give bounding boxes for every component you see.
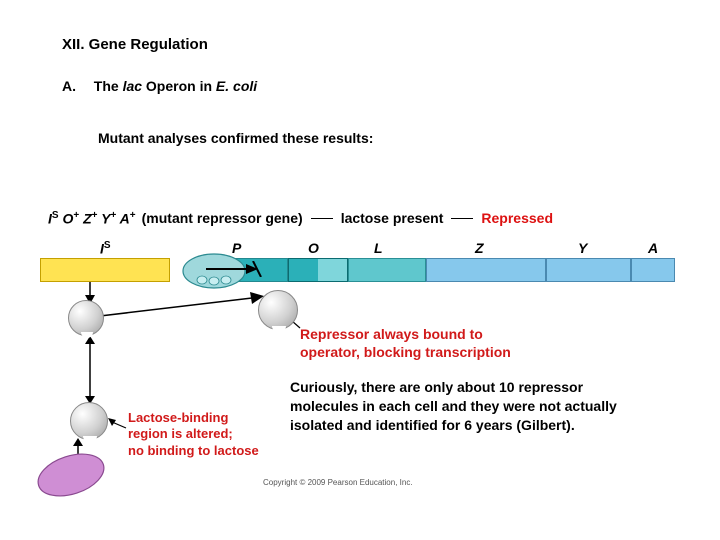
- dash-icon: [311, 218, 333, 220]
- segment-gene-Z: [426, 258, 546, 282]
- inducer-shape: [28, 448, 114, 502]
- arrow-repressor-to-operator: [100, 288, 270, 328]
- gene-label-Y: Y: [578, 240, 587, 256]
- page-title: XII. Gene Regulation: [62, 36, 208, 53]
- genotype-right: Repressed: [481, 210, 553, 226]
- repressor-sphere-1: [258, 290, 298, 330]
- sub-italic-lac: lac: [123, 78, 142, 94]
- sub-letter: A.: [62, 78, 76, 94]
- segment-gene-A: [631, 258, 675, 282]
- callout-b-line1: Lactose-binding: [128, 410, 228, 425]
- dash-icon: [451, 218, 473, 220]
- promoter-arrow: [206, 261, 262, 277]
- gene-label-P: P: [232, 240, 241, 256]
- callout-line1: Repressor always bound to: [300, 326, 483, 342]
- segment-gene-I: [40, 258, 170, 282]
- callout-line2: operator, blocking transcription: [300, 344, 511, 360]
- body-text: Curiously, there are only about 10 repre…: [290, 378, 650, 435]
- gene-label-Z: Z: [475, 240, 484, 256]
- segment-operator-O: [288, 258, 348, 282]
- genotype-symbols: IS O+ Z+ Y+ A+: [48, 210, 136, 227]
- sub-pre: The: [94, 78, 123, 94]
- sub-italic-ecoli: E. coli: [216, 78, 257, 94]
- callout-b-line2: region is altered;: [128, 426, 233, 441]
- callout-b-line3: no binding to lactose: [128, 443, 259, 458]
- genotype-paren: (mutant repressor gene): [142, 210, 303, 226]
- subheading: A. The lac Operon in E. coli: [62, 78, 257, 94]
- callout-repressor-bound: Repressor always bound to operator, bloc…: [300, 326, 511, 361]
- segment-leader-L: [348, 258, 426, 282]
- segment-gene-Y: [546, 258, 631, 282]
- arrow-repressor-cycle: [80, 336, 100, 404]
- repressor-sphere-0: [68, 300, 104, 336]
- gene-label-A: A: [648, 240, 658, 256]
- repressor-sphere-2: [70, 402, 108, 440]
- callout-pointer-bottom: [108, 418, 130, 432]
- gene-track: [40, 258, 675, 282]
- copyright-text: Copyright © 2009 Pearson Education, Inc.: [263, 478, 413, 487]
- sub-mid: Operon in: [142, 78, 216, 94]
- genotype-middle: lactose present: [341, 210, 444, 226]
- mutant-line: Mutant analyses confirmed these results:: [98, 130, 373, 146]
- callout-lactose-binding: Lactose-binding region is altered; no bi…: [128, 410, 259, 459]
- genotype-line: IS O+ Z+ Y+ A+ (mutant repressor gene) l…: [48, 210, 553, 227]
- gene-label-I: IS: [100, 240, 111, 257]
- gene-label-O: O: [308, 240, 319, 256]
- gene-label-L: L: [374, 240, 383, 256]
